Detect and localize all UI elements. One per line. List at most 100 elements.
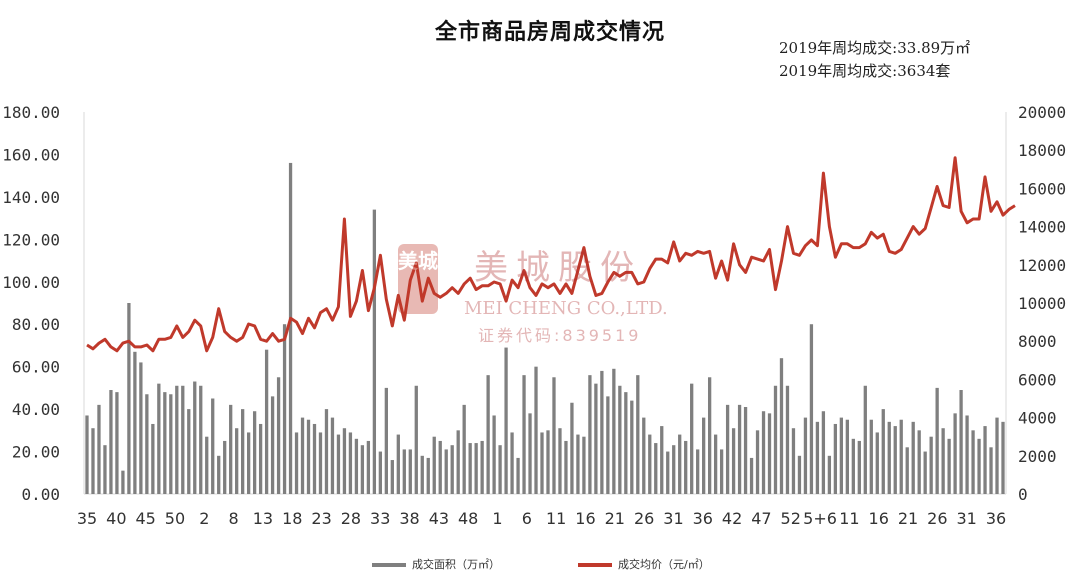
area-bar (576, 434, 580, 494)
x-tick-label: 11 (546, 509, 566, 528)
area-bar (480, 440, 484, 494)
y-left-tick-label: 60.00 (12, 358, 60, 377)
area-bar (875, 432, 879, 494)
x-tick-label: 36 (986, 509, 1006, 528)
area-bar (450, 445, 454, 494)
area-bar (743, 406, 748, 494)
area-bar (696, 449, 700, 494)
x-tick-label: 16 (575, 509, 595, 528)
x-tick-label: 11 (839, 509, 859, 528)
x-tick-label: 1 (492, 509, 502, 528)
area-bar (552, 377, 556, 494)
area-bar (91, 428, 95, 494)
y-right-tick-label: 0 (1018, 485, 1028, 504)
area-bar (977, 438, 981, 494)
area-bar (905, 447, 909, 494)
area-bar (516, 457, 520, 494)
area-bar (318, 432, 323, 494)
legend-line-label: 成交均价（元/㎡） (618, 558, 710, 571)
x-tick-label: 26 (634, 509, 654, 528)
legend-bar-label: 成交面积（万㎡） (412, 558, 500, 571)
area-bar (288, 162, 293, 494)
area-bar (175, 385, 179, 494)
area-bar (989, 447, 993, 494)
area-bar (474, 443, 478, 494)
area-bar (396, 434, 400, 494)
area-bar (456, 430, 460, 494)
x-tick-label: 2 (199, 509, 209, 528)
area-bar (534, 366, 538, 494)
area-bar (965, 415, 969, 494)
x-tick-label: 16 (869, 509, 889, 528)
area-bar (803, 417, 808, 494)
area-bar (684, 440, 688, 494)
area-bar (498, 445, 502, 494)
area-bar (737, 404, 742, 494)
x-tick-label: 50 (165, 509, 185, 528)
area-bar (540, 432, 544, 494)
area-bar (264, 349, 269, 494)
area-bar (845, 419, 849, 494)
area-bar (217, 455, 221, 494)
area-bar (660, 426, 664, 494)
area-bar (773, 385, 778, 494)
area-bar (869, 419, 873, 494)
area-bar (432, 436, 436, 494)
area-bar (654, 443, 658, 494)
area-bar (863, 385, 867, 494)
area-bar (971, 430, 975, 494)
y-left-tick-label: 140.00 (2, 188, 60, 207)
area-bar (827, 455, 832, 494)
area-bar (582, 436, 586, 494)
area-bar (678, 434, 682, 494)
area-bar (151, 423, 155, 494)
y-left-tick-label: 80.00 (12, 315, 60, 334)
area-bar (839, 417, 844, 494)
area-bar (528, 413, 532, 494)
area-bar (815, 421, 820, 494)
area-bar (414, 385, 418, 494)
area-bar (342, 428, 347, 494)
area-bar (402, 449, 406, 494)
area-bar (690, 383, 694, 494)
x-tick-label: 42 (722, 509, 742, 528)
area-bar (157, 383, 161, 494)
x-tick-label: 6 (522, 509, 532, 528)
price-line (86, 156, 1016, 353)
y-right-tick-label: 14000 (1018, 218, 1066, 237)
area-bar (522, 375, 526, 494)
area-bar (145, 394, 149, 494)
area-bar (995, 417, 999, 494)
x-tick-label: 47 (751, 509, 771, 528)
area-bar (384, 387, 388, 494)
area-bar (276, 377, 281, 494)
y-right-tick-label: 2000 (1018, 447, 1057, 466)
area-bar (618, 385, 622, 494)
area-bar (833, 423, 838, 494)
area-bar (731, 428, 736, 494)
area-bar (420, 455, 424, 494)
area-bar (887, 421, 891, 494)
x-tick-label: 21 (898, 509, 918, 528)
area-bar (923, 451, 927, 494)
area-bar (564, 440, 568, 494)
x-tick-label: 43 (429, 509, 449, 528)
area-bar (893, 426, 897, 494)
area-bar (821, 411, 826, 494)
area-bar (702, 417, 706, 494)
area-bar (857, 440, 861, 494)
area-bar (187, 409, 191, 494)
area-bar (767, 413, 772, 494)
y-left-tick-label: 160.00 (2, 145, 60, 164)
area-bar (947, 438, 951, 494)
x-tick-label: 23 (311, 509, 331, 528)
area-bar (707, 377, 712, 494)
area-bar (779, 358, 784, 494)
area-bar (1001, 421, 1005, 494)
area-bar (468, 443, 472, 494)
area-bar (229, 404, 233, 494)
x-tick-label: 13 (253, 509, 273, 528)
area-bar (983, 426, 987, 494)
y-right-tick-label: 18000 (1018, 141, 1066, 160)
area-bar (378, 451, 383, 494)
